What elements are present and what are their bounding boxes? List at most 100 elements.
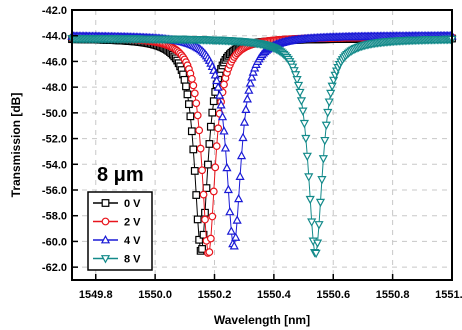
data-point <box>299 119 309 129</box>
legend-box <box>87 191 153 271</box>
data-point <box>236 150 247 160</box>
data-point <box>235 171 245 180</box>
data-point <box>209 97 218 106</box>
data-point <box>193 111 202 120</box>
y-tick-label: -52.0 <box>42 134 67 146</box>
data-point <box>293 81 304 91</box>
plot-frame <box>71 9 453 281</box>
data-point <box>315 198 326 208</box>
x-tick-label: 1551.0 <box>435 289 462 301</box>
data-point <box>213 82 223 91</box>
y-tick-label: -62.0 <box>42 262 67 274</box>
data-point <box>304 173 314 182</box>
data-point <box>234 193 244 203</box>
data-point <box>311 249 321 259</box>
data-point <box>298 107 308 116</box>
legend-label: 0 V <box>124 198 141 210</box>
data-point <box>212 142 221 150</box>
device-width-annotation: 8 μm <box>97 164 144 186</box>
x-tick-label: 1550.8 <box>376 289 410 301</box>
data-point <box>223 184 233 194</box>
legend-label: 8 V <box>124 254 141 266</box>
data-point <box>222 162 232 172</box>
data-point <box>199 230 208 239</box>
data-point <box>189 81 198 90</box>
data-point <box>209 187 218 196</box>
data-point <box>206 234 215 243</box>
data-point <box>205 248 214 257</box>
data-point <box>225 206 235 216</box>
data-point <box>219 126 229 135</box>
data-point <box>214 124 223 133</box>
data-point <box>307 218 317 227</box>
y-tick-label: -54.0 <box>42 159 67 171</box>
data-point <box>195 126 204 135</box>
legend-label: 4 V <box>124 235 141 247</box>
data-point <box>192 99 201 108</box>
data-point <box>180 75 189 84</box>
data-point <box>198 166 206 175</box>
data-point <box>202 184 211 192</box>
data-point <box>212 75 222 85</box>
data-point <box>323 108 333 118</box>
legend: 0 V 2 V 4 V 8 V <box>87 191 153 271</box>
data-point <box>189 145 198 154</box>
y-tick-label: -46.0 <box>42 56 67 68</box>
data-point <box>211 163 220 172</box>
x-tick-label: 1550.4 <box>257 289 292 301</box>
data-point <box>195 235 204 244</box>
data-point <box>248 67 258 76</box>
y-tick-label: -60.0 <box>42 236 67 248</box>
data-point <box>185 100 193 109</box>
y-tick-label: -50.0 <box>42 108 67 120</box>
series-8v <box>67 35 457 259</box>
data-point <box>220 80 228 89</box>
data-point <box>324 98 334 107</box>
data-point <box>187 127 196 136</box>
data-point <box>199 190 208 199</box>
data-point <box>208 108 217 117</box>
data-point <box>192 191 201 199</box>
x-tick-label: 1550.0 <box>138 289 172 301</box>
data-point <box>231 232 241 241</box>
data-point <box>226 226 236 235</box>
data-point <box>320 136 330 146</box>
data-point <box>205 140 214 148</box>
data-point <box>182 82 190 91</box>
data-point <box>242 94 252 103</box>
data-point <box>193 215 202 224</box>
y-tick-label: -56.0 <box>42 185 67 197</box>
data-point <box>215 90 225 99</box>
data-point <box>296 97 307 106</box>
data-point <box>190 167 199 175</box>
data-point <box>312 239 323 248</box>
y-tick-label: -58.0 <box>42 211 67 223</box>
data-point <box>327 82 337 92</box>
x-tick-label: 1549.8 <box>79 289 113 301</box>
data-point <box>289 67 299 76</box>
data-point <box>196 144 205 153</box>
data-point <box>321 121 331 131</box>
data-point <box>183 90 192 99</box>
legend-marker <box>100 234 111 244</box>
data-point <box>206 122 215 131</box>
legend-marker <box>101 217 110 226</box>
x-axis-label: Wavelength [nm] <box>214 313 310 327</box>
x-tick-label: 1550.6 <box>316 289 350 301</box>
data-point <box>229 241 239 250</box>
y-tick-label: -42.0 <box>42 5 67 17</box>
data-point <box>187 74 196 83</box>
data-point <box>244 85 254 94</box>
series-layer <box>67 31 457 259</box>
legend-marker <box>101 199 110 207</box>
data-point <box>217 111 228 121</box>
data-point <box>318 155 328 164</box>
data-point <box>291 71 301 80</box>
data-point <box>239 117 250 126</box>
data-point <box>305 195 315 205</box>
ticks: 1549.8 1550.0 1550.2 1550.4 1550.6 1550.8 1551… <box>42 5 462 301</box>
data-point <box>201 215 209 224</box>
data-point <box>204 160 212 169</box>
data-point <box>220 143 231 152</box>
